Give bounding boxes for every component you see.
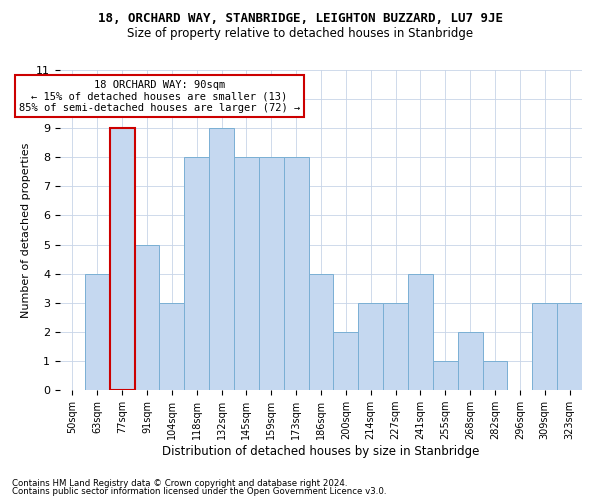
Bar <box>259 158 284 390</box>
Bar <box>209 128 234 390</box>
Bar <box>408 274 433 390</box>
Bar <box>284 158 308 390</box>
Bar <box>557 302 582 390</box>
Bar <box>134 244 160 390</box>
Bar <box>458 332 482 390</box>
Bar <box>433 361 458 390</box>
Bar <box>234 158 259 390</box>
Text: Contains HM Land Registry data © Crown copyright and database right 2024.: Contains HM Land Registry data © Crown c… <box>12 478 347 488</box>
Text: 18 ORCHARD WAY: 90sqm
← 15% of detached houses are smaller (13)
85% of semi-deta: 18 ORCHARD WAY: 90sqm ← 15% of detached … <box>19 80 300 113</box>
Text: Size of property relative to detached houses in Stanbridge: Size of property relative to detached ho… <box>127 28 473 40</box>
Bar <box>160 302 184 390</box>
Bar <box>110 128 134 390</box>
Text: 18, ORCHARD WAY, STANBRIDGE, LEIGHTON BUZZARD, LU7 9JE: 18, ORCHARD WAY, STANBRIDGE, LEIGHTON BU… <box>97 12 503 26</box>
Bar <box>334 332 358 390</box>
Y-axis label: Number of detached properties: Number of detached properties <box>21 142 31 318</box>
Bar <box>383 302 408 390</box>
X-axis label: Distribution of detached houses by size in Stanbridge: Distribution of detached houses by size … <box>163 445 479 458</box>
Bar <box>358 302 383 390</box>
Bar <box>482 361 508 390</box>
Bar <box>184 158 209 390</box>
Bar <box>532 302 557 390</box>
Text: Contains public sector information licensed under the Open Government Licence v3: Contains public sector information licen… <box>12 487 386 496</box>
Bar <box>308 274 334 390</box>
Bar <box>85 274 110 390</box>
